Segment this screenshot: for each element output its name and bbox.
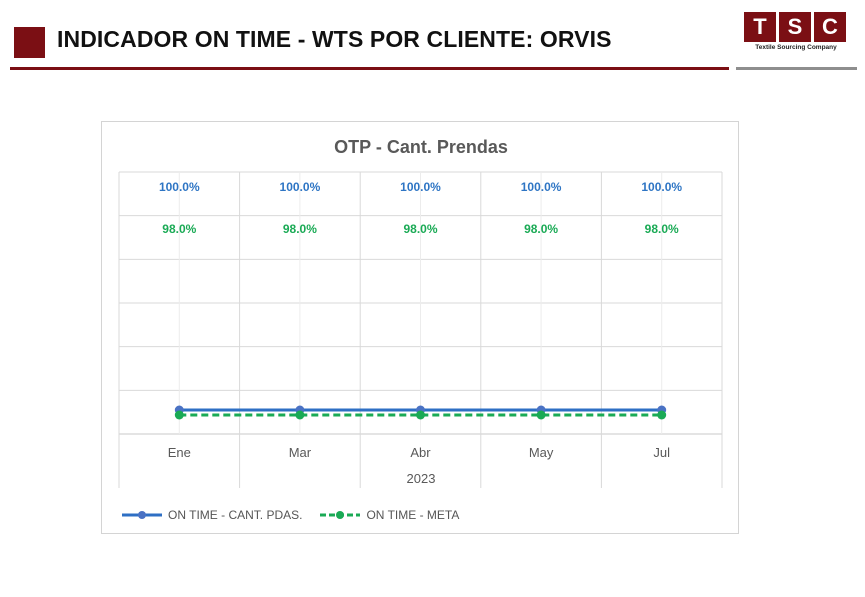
data-point-meta [657, 410, 667, 420]
chart-legend: ON TIME - CANT. PDAS. ON TIME - META [120, 508, 459, 522]
header-rule-red [10, 67, 729, 70]
data-label-on-time: 100.0% [400, 180, 441, 194]
data-label-meta: 98.0% [283, 222, 317, 236]
legend-swatch-on-time [122, 511, 162, 519]
header-rule-gray [736, 67, 857, 70]
logo-letters: T S C [744, 12, 848, 42]
data-label-meta: 98.0% [645, 222, 679, 236]
chart-title: OTP - Cant. Prendas [334, 137, 508, 157]
x-tick-label: Abr [410, 445, 431, 460]
data-label-meta: 98.0% [162, 222, 196, 236]
logo-letter-c: C [814, 12, 846, 42]
legend-swatch-meta [320, 511, 361, 519]
data-point-meta [295, 410, 305, 420]
logo-letter-t: T [744, 12, 776, 42]
x-tick-label: Mar [289, 445, 312, 460]
data-label-meta: 98.0% [403, 222, 437, 236]
legend-item-on-time: ON TIME - CANT. PDAS. [120, 508, 302, 522]
legend-label-meta: ON TIME - META [366, 508, 460, 522]
legend-item-meta: ON TIME - META [318, 508, 459, 522]
x-tick-label: Ene [168, 445, 191, 460]
title-accent-square [14, 27, 45, 58]
legend-label-on-time: ON TIME - CANT. PDAS. [168, 508, 303, 522]
logo-tagline: Textile Sourcing Company [755, 44, 837, 51]
x-tick-label: May [529, 445, 554, 460]
data-label-on-time: 100.0% [280, 180, 321, 194]
data-label-on-time: 100.0% [521, 180, 562, 194]
x-tick-label: Jul [653, 445, 670, 460]
data-label-on-time: 100.0% [641, 180, 682, 194]
page-title: INDICADOR ON TIME - WTS POR CLIENTE: ORV… [57, 26, 612, 52]
data-point-meta [174, 410, 184, 420]
x-group-label: 2023 [407, 471, 436, 486]
data-point-meta [416, 410, 425, 420]
data-label-meta: 98.0% [524, 222, 558, 236]
logo-letter-s: S [779, 12, 811, 42]
company-logo: T S C Textile Sourcing Company [744, 12, 848, 51]
data-label-on-time: 100.0% [159, 180, 200, 194]
data-point-meta [536, 410, 546, 420]
